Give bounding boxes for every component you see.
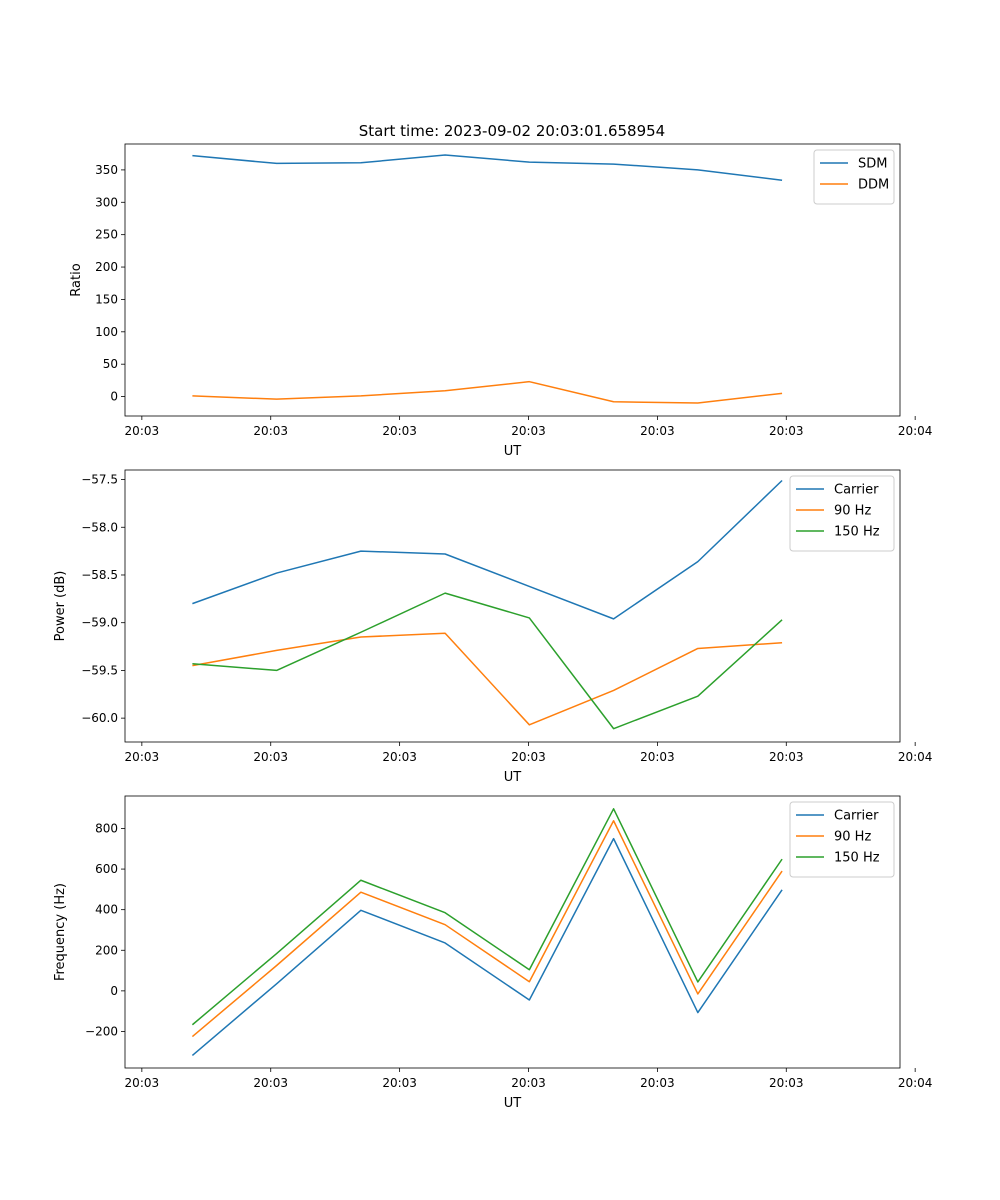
y-axis-label: Frequency (Hz)	[53, 883, 68, 981]
x-tick-label: 20:03	[125, 1076, 160, 1090]
subplot-1: 20:03 20:03 20:03 20:03 20:03 20:03 20:04 0 50 10…	[69, 143, 933, 459]
x-tick-label: 20:03	[125, 424, 160, 438]
x-tick-label: 20:03	[382, 750, 417, 764]
legend-label: 90 Hz	[834, 830, 871, 845]
y-tick-label: 350	[95, 163, 118, 177]
x-tick-label: 20:04	[898, 424, 933, 438]
series-line-carrier	[191, 837, 783, 1056]
y-tick-label: 300	[95, 195, 118, 209]
legend-label: 150 Hz	[834, 525, 880, 540]
legend-label: Carrier	[834, 483, 879, 498]
y-tick-label: 100	[95, 325, 118, 339]
series-line-sdm	[192, 154, 783, 182]
figure-title: Start time: 2023-09-02 20:03:01.658954	[359, 122, 665, 140]
series-line-ddm	[192, 380, 783, 404]
x-tick-label: 20:03	[253, 424, 288, 438]
x-axis-label: UT	[504, 444, 522, 459]
y-tick-label: −200	[85, 1024, 118, 1038]
axes-frame	[124, 469, 901, 743]
legend-box	[789, 475, 895, 552]
x-tick-label: 20:03	[253, 750, 288, 764]
y-tick-label: 200	[95, 943, 118, 957]
legend: Carrier 90 Hz 150 Hz	[789, 475, 895, 552]
x-tick-label: 20:04	[898, 750, 933, 764]
x-tick-label: 20:03	[769, 750, 804, 764]
y-axis-label: Power (dB)	[53, 571, 68, 642]
legend-box	[789, 801, 895, 878]
y-tick-label: −59.5	[81, 663, 118, 677]
series-line-carrier	[192, 479, 783, 620]
x-tick-label: 20:03	[769, 424, 804, 438]
y-tick-label: 400	[95, 903, 118, 917]
x-axis-label: UT	[504, 770, 522, 785]
axes-frame	[124, 143, 901, 417]
y-tick-label: −57.5	[81, 473, 118, 487]
x-tick-label: 20:03	[382, 1076, 417, 1090]
subplot-3: 20:03 20:03 20:03 20:03 20:03 20:03 20:04 −200 0…	[53, 795, 933, 1111]
legend-label: 90 Hz	[834, 504, 871, 519]
y-tick-label: 200	[95, 260, 118, 274]
x-tick-label: 20:03	[640, 424, 675, 438]
x-axis-label: UT	[504, 1096, 522, 1111]
legend: SDM DDM	[813, 149, 895, 205]
x-tick-label: 20:03	[640, 1076, 675, 1090]
legend-label: 150 Hz	[834, 851, 880, 866]
x-tick-label: 20:04	[898, 1076, 933, 1090]
y-tick-label: 0	[110, 390, 118, 404]
legend: Carrier 90 Hz 150 Hz	[789, 801, 895, 878]
y-tick-label: −59.0	[81, 616, 118, 630]
x-tick-label: 20:03	[382, 424, 417, 438]
legend-label: Carrier	[834, 809, 879, 824]
y-tick-label: 800	[95, 821, 118, 835]
axes-frame	[124, 795, 901, 1069]
x-tick-label: 20:03	[511, 750, 546, 764]
legend-label: DDM	[858, 178, 889, 193]
y-tick-label: 50	[103, 357, 118, 371]
y-tick-label: 250	[95, 228, 118, 242]
x-tick-label: 20:03	[769, 1076, 804, 1090]
y-tick-label: −58.0	[81, 520, 118, 534]
y-tick-label: −58.5	[81, 568, 118, 582]
subplot-2: 20:03 20:03 20:03 20:03 20:03 20:03 20:04 −60.0…	[53, 469, 933, 785]
y-tick-label: 600	[95, 862, 118, 876]
subplots: 20:03 20:03 20:03 20:03 20:03 20:03 20:04 0 50 10…	[53, 143, 933, 1111]
y-axis-label: Ratio	[69, 263, 84, 296]
series-line-150-hz	[191, 808, 783, 1026]
x-tick-label: 20:03	[640, 750, 675, 764]
series-line-150-hz	[192, 592, 783, 730]
y-tick-label: −60.0	[81, 711, 118, 725]
series-line-90-hz	[192, 632, 783, 726]
x-tick-label: 20:03	[511, 424, 546, 438]
series-line-90-hz	[191, 820, 783, 1038]
x-tick-label: 20:03	[253, 1076, 288, 1090]
legend-label: SDM	[858, 157, 887, 172]
y-tick-label: 150	[95, 292, 118, 306]
y-tick-label: 0	[110, 984, 118, 998]
x-tick-label: 20:03	[511, 1076, 546, 1090]
x-tick-label: 20:03	[125, 750, 160, 764]
